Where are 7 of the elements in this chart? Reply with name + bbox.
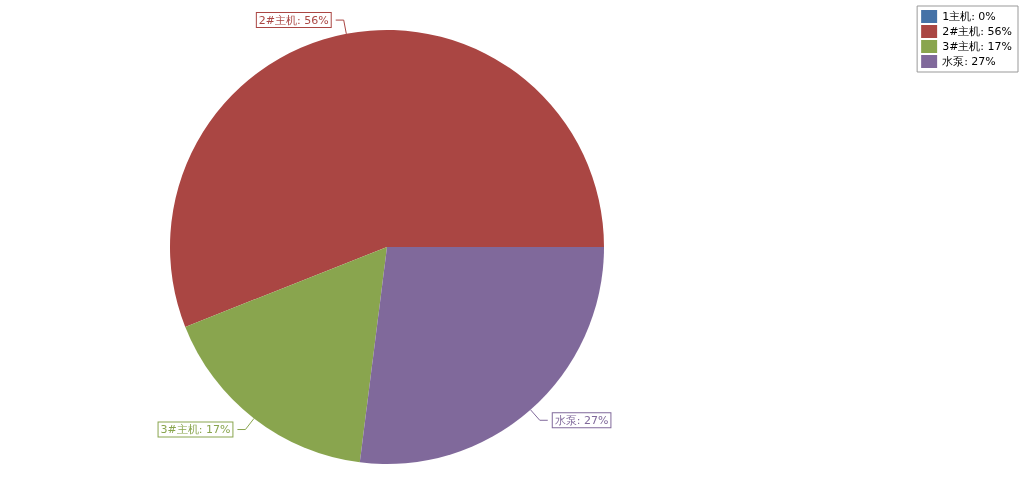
slice-label: 水泵: 27% (554, 413, 609, 427)
slice-label: 3#主机: 17% (160, 423, 231, 437)
legend-label: 水泵: 27% (942, 55, 996, 68)
legend-label: 2#主机: 56% (942, 25, 1013, 38)
legend-label: 3#主机: 17% (942, 40, 1013, 53)
legend-label: 1主机: 0% (942, 10, 996, 23)
slice-label: 2#主机: 56% (258, 13, 329, 27)
